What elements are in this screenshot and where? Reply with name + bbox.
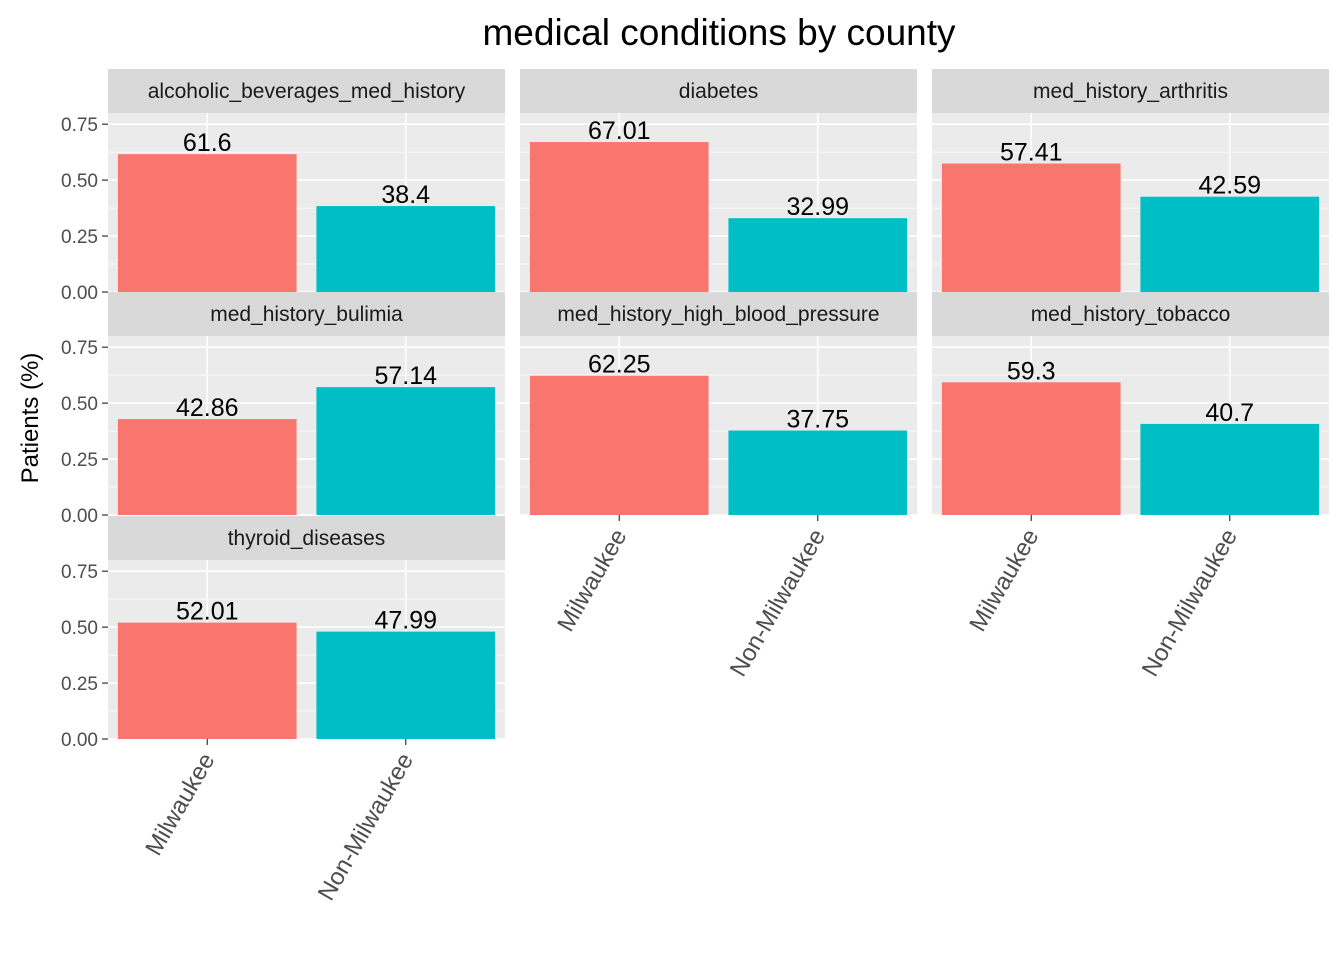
facet-strip-label: alcoholic_beverages_med_history [148,80,466,103]
facet-strip [108,292,505,336]
bar-non-milwaukee [1140,196,1320,292]
x-tick-label: Milwaukee [964,525,1044,637]
bar-milwaukee [941,163,1121,292]
data-label: 42.86 [176,394,239,422]
x-tick-label: Non-Milwaukee [725,525,831,682]
bar-non-milwaukee [728,430,908,515]
data-label: 47.99 [374,607,437,635]
data-label: 40.7 [1205,399,1254,427]
x-tick-label: Milwaukee [140,749,220,861]
y-tick-label: 0.50 [61,618,98,639]
y-tick-label: 0.00 [61,730,98,751]
facet-strip [520,292,917,336]
facet-alcoholic-beverages-med-history: alcoholic_beverages_med_history 61.6 38.4 0… [61,69,505,304]
facet-grid: alcoholic_beverages_med_history 61.6 38.4 0… [61,69,1329,905]
data-label: 38.4 [381,181,430,209]
y-tick-label: 0.25 [61,450,98,471]
data-label: 52.01 [176,598,239,626]
bar-non-milwaukee [728,218,908,292]
facet-diabetes: diabetes 67.01 32.99 [520,69,917,293]
bar-milwaukee [117,419,297,515]
facet-med-history-arthritis: med_history_arthritis 57.41 42.59 [932,69,1329,293]
x-tick-label: Milwaukee [552,525,632,637]
bar-non-milwaukee [316,631,496,739]
y-axis-label: Patients (%) [17,353,44,484]
data-label: 61.6 [183,129,232,157]
facet-med-history-high-blood-pressure: med_history_high_blood_pressure 62.25 37.7… [520,292,917,681]
x-tick-label: Non-Milwaukee [313,749,419,906]
bar-milwaukee [529,375,709,515]
chart-title: medical conditions by county [482,12,956,53]
x-tick-label: Non-Milwaukee [1137,525,1243,682]
facet-strip-label: diabetes [679,80,758,103]
data-label: 57.41 [1000,139,1063,167]
facet-strip-label: med_history_high_blood_pressure [557,303,879,326]
data-label: 57.14 [374,362,437,390]
y-tick-label: 0.75 [61,562,98,583]
bar-non-milwaukee [316,387,496,515]
y-tick-label: 0.00 [61,283,98,304]
facet-strip-label: thyroid_diseases [228,527,386,550]
facet-thyroid-diseases: thyroid_diseases 52.01 47.99 0.00 0.25 0.50 0.… [61,516,505,905]
facet-med-history-tobacco: med_history_tobacco 59.3 40.7 Milwaukee Non-… [932,292,1329,681]
data-label: 62.25 [588,351,651,379]
y-tick-label: 0.75 [61,338,98,359]
data-label: 67.01 [588,117,651,145]
facet-strip [520,69,917,113]
bar-milwaukee [117,622,297,739]
data-label: 42.59 [1198,172,1261,200]
bar-non-milwaukee [316,206,496,292]
facet-strip-label: med_history_arthritis [1033,80,1228,103]
data-label: 59.3 [1007,357,1056,385]
facet-strip-label: med_history_tobacco [1031,303,1231,326]
bar-milwaukee [941,382,1121,515]
bar-milwaukee [117,154,297,292]
y-tick-label: 0.50 [61,394,98,415]
bar-milwaukee [529,142,709,292]
data-label: 37.75 [786,406,849,434]
y-tick-label: 0.25 [61,674,98,695]
facet-med-history-bulimia: med_history_bulimia 42.86 57.14 0.00 0.25 0.5… [61,292,505,527]
facet-strip [932,69,1329,113]
data-label: 32.99 [786,193,849,221]
y-tick-label: 0.25 [61,227,98,248]
facet-strip-label: med_history_bulimia [210,303,403,326]
y-tick-label: 0.75 [61,115,98,136]
y-tick-label: 0.00 [61,506,98,527]
bar-non-milwaukee [1140,423,1320,515]
facet-strip [108,69,505,113]
facet-strip [108,516,505,560]
facet-strip [932,292,1329,336]
y-tick-label: 0.50 [61,171,98,192]
